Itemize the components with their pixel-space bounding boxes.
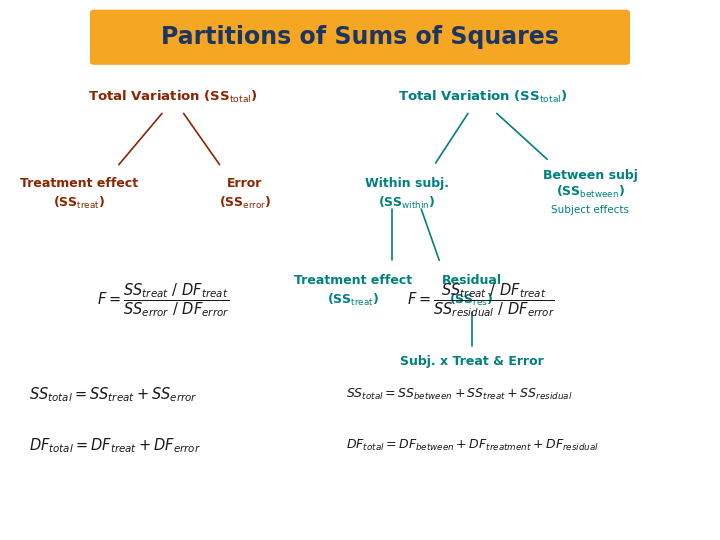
Text: Between subj: Between subj — [543, 169, 638, 182]
Text: (SS$_{\mathrm{error}}$): (SS$_{\mathrm{error}}$) — [219, 194, 271, 211]
Text: $DF_{total} = DF_{between} + DF_{treatment} + DF_{residual}$: $DF_{total} = DF_{between} + DF_{treatme… — [346, 438, 599, 453]
Text: Total Variation (SS$_{\mathrm{total}}$): Total Variation (SS$_{\mathrm{total}}$) — [88, 89, 258, 105]
Text: Treatment effect: Treatment effect — [20, 177, 138, 190]
Text: (SS$_{\mathrm{within}}$): (SS$_{\mathrm{within}}$) — [378, 194, 436, 211]
Text: Total Variation (SS$_{\mathrm{total}}$): Total Variation (SS$_{\mathrm{total}}$) — [397, 89, 567, 105]
Text: (SS$_{\mathrm{treat}}$): (SS$_{\mathrm{treat}}$) — [327, 292, 379, 308]
Text: $F = \dfrac{SS_{treat}\ /\ DF_{treat}}{SS_{residual}\ /\ DF_{error}}$: $F = \dfrac{SS_{treat}\ /\ DF_{treat}}{S… — [407, 281, 555, 319]
FancyBboxPatch shape — [90, 10, 630, 65]
Text: Within subj.: Within subj. — [365, 177, 449, 190]
Text: Partitions of Sums of Squares: Partitions of Sums of Squares — [161, 25, 559, 49]
Text: $F = \dfrac{SS_{treat}\ /\ DF_{treat}}{SS_{error}\ /\ DF_{error}}$: $F = \dfrac{SS_{treat}\ /\ DF_{treat}}{S… — [97, 281, 230, 319]
Text: $SS_{total} = SS_{between} + SS_{treat} + SS_{residual}$: $SS_{total} = SS_{between} + SS_{treat} … — [346, 387, 572, 402]
Text: Residual: Residual — [441, 274, 502, 287]
Text: (SS$_{\mathrm{res}}$): (SS$_{\mathrm{res}}$) — [449, 292, 494, 308]
Text: Subj. x Treat & Error: Subj. x Treat & Error — [400, 355, 544, 368]
Text: $SS_{total} = SS_{treat} + SS_{error}$: $SS_{total} = SS_{treat} + SS_{error}$ — [29, 385, 197, 403]
Text: (SS$_{\mathrm{treat}}$): (SS$_{\mathrm{treat}}$) — [53, 194, 105, 211]
Text: Treatment effect: Treatment effect — [294, 274, 412, 287]
Text: Subject effects: Subject effects — [552, 205, 629, 214]
Text: $DF_{total} = DF_{treat} + DF_{error}$: $DF_{total} = DF_{treat} + DF_{error}$ — [29, 436, 201, 455]
Text: (SS$_{\mathrm{between}}$): (SS$_{\mathrm{between}}$) — [556, 184, 625, 200]
Text: Error: Error — [227, 177, 263, 190]
